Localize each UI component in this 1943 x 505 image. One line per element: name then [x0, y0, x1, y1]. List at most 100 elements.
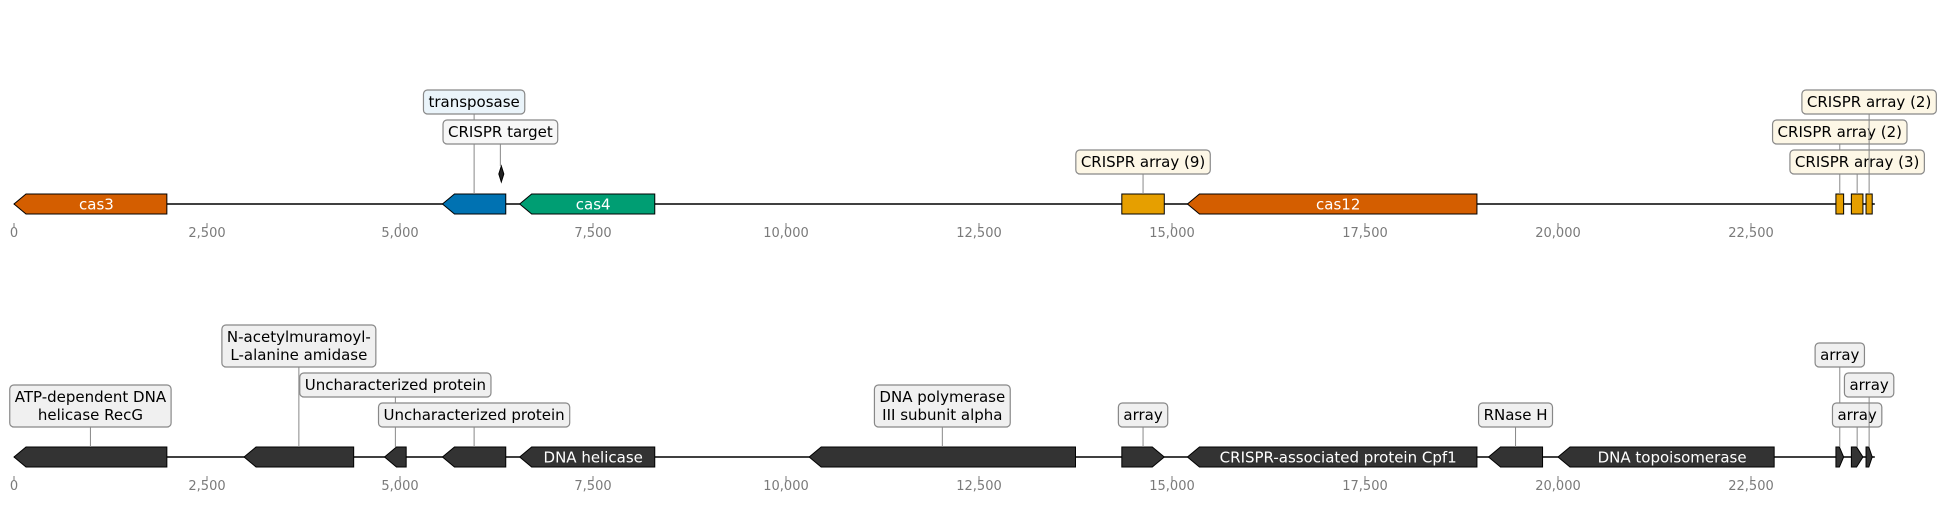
topoisomerase-gene[interactable]: DNA topoisomerase — [1557, 446, 1775, 468]
feature-shape[interactable] — [1835, 446, 1845, 468]
feature-label: array — [1820, 346, 1859, 364]
label-box — [377, 402, 571, 428]
rnase-h-gene[interactable]: RNase H — [1477, 402, 1554, 468]
feature-shape[interactable] — [13, 446, 168, 468]
feature-label-line: L-alanine amidase — [230, 346, 367, 364]
feature-label-line: ATP-dependent DNA — [15, 388, 167, 406]
feature-label: DNA helicase — [544, 449, 643, 467]
cas4-gene[interactable]: cas4 — [518, 193, 656, 215]
axis-tick-label: 15,000 — [1149, 226, 1195, 241]
feature-shape[interactable] — [1487, 446, 1544, 468]
feature-label: Uncharacterized protein — [384, 406, 565, 424]
feature-label: transposase — [428, 93, 519, 111]
feature-label: cas3 — [79, 196, 114, 214]
label-box — [442, 119, 559, 145]
label-box — [1814, 342, 1866, 368]
feature-label: array — [1123, 406, 1162, 424]
feature-label: ATP-dependent DNA helicase RecG — [15, 388, 167, 424]
feature-label: CRISPR-associated protein Cpf1 — [1220, 449, 1457, 467]
feature-shape[interactable] — [441, 193, 507, 215]
feature-shape[interactable] — [243, 446, 355, 468]
feature-label-line: helicase RecG — [38, 406, 143, 424]
feature-shape[interactable] — [1557, 446, 1775, 468]
label-box — [1843, 372, 1895, 398]
axis-tick-label: 10,000 — [763, 226, 809, 241]
axis-tick-label: 12,500 — [956, 226, 1002, 241]
feature-shape[interactable] — [1865, 193, 1873, 215]
feature-shape[interactable] — [1121, 193, 1165, 215]
label-box — [221, 324, 377, 368]
feature-shape[interactable] — [1186, 193, 1478, 215]
transposase-gene[interactable]: transposase — [422, 89, 526, 215]
axis-tick-label: 2,500 — [188, 226, 225, 241]
array-2[interactable]: array — [1814, 342, 1866, 468]
axis-tick-label: 15,000 — [1149, 479, 1195, 494]
feature-shape[interactable] — [1850, 193, 1864, 215]
feature-shape[interactable] — [808, 446, 1076, 468]
dna-helicase-gene[interactable]: DNA helicase — [518, 446, 656, 468]
label-box — [1117, 402, 1169, 428]
axis-tick-label: 12,500 — [956, 479, 1002, 494]
feature-label: CRISPR array (2) — [1807, 93, 1931, 111]
feature-shape[interactable] — [383, 446, 407, 468]
axis-tick-label: 7,500 — [574, 479, 611, 494]
label-box — [1801, 89, 1937, 115]
feature-shape[interactable] — [441, 446, 507, 468]
feature-shape[interactable] — [1121, 446, 1166, 468]
feature-label: DNA polymerase III subunit alpha — [879, 388, 1005, 424]
label-box — [873, 384, 1011, 428]
feature-label: array — [1849, 376, 1888, 394]
track-2: 0 2,500 5,000 7,500 10,000 12,500 15,000 17,500… — [9, 324, 1895, 494]
feature-label: CRISPR target — [448, 123, 553, 141]
recg-gene[interactable]: ATP-dependent DNA helicase RecG — [9, 384, 172, 468]
feature-label: DNA topoisomerase — [1598, 449, 1747, 467]
label-box — [422, 89, 526, 115]
crispr-array-9[interactable]: CRISPR array (9) — [1075, 149, 1211, 215]
amidase-gene[interactable]: N-acetylmuramoyl-L-alanine amidase — [221, 324, 377, 468]
feature-label-line: III subunit alpha — [882, 406, 1002, 424]
feature-shape[interactable] — [518, 446, 656, 468]
cas12-gene[interactable]: cas12 — [1186, 193, 1478, 215]
feature-label: CRISPR array (3) — [1795, 153, 1919, 171]
feature-label: N-acetylmuramoyl-L-alanine amidase — [227, 328, 371, 364]
feature-shape[interactable] — [13, 193, 168, 215]
array-1[interactable]: array — [1117, 402, 1169, 468]
feature-label: cas4 — [576, 196, 611, 214]
axis-tick-label: 22,500 — [1728, 226, 1774, 241]
cpf1-gene[interactable]: CRISPR-associated protein Cpf1 — [1186, 446, 1478, 468]
axis-tick-label: 0 — [10, 479, 18, 494]
crispr-array-2b[interactable]: CRISPR array (2) — [1801, 89, 1937, 215]
axis-tick-label: 5,000 — [381, 226, 418, 241]
array-4[interactable]: array — [1843, 372, 1895, 468]
feature-label-line: DNA polymerase — [879, 388, 1005, 406]
axis-tick-label: 20,000 — [1535, 226, 1581, 241]
axis-tick-label: 2,500 — [188, 479, 225, 494]
label-box — [299, 372, 492, 398]
feature-shape[interactable] — [1835, 193, 1845, 215]
feature-label: Uncharacterized protein — [305, 376, 486, 394]
feature-shape[interactable] — [1850, 446, 1864, 468]
feature-shape[interactable] — [498, 164, 505, 184]
uncharacterized-protein-1[interactable]: Uncharacterized protein — [299, 372, 492, 468]
label-box — [1477, 402, 1554, 428]
track-1: 0 2,500 5,000 7,500 10,000 12,500 15,000 17,500… — [10, 89, 1937, 241]
axis-tick-label: 17,500 — [1342, 226, 1388, 241]
feature-shape[interactable] — [1186, 446, 1478, 468]
crispr-target-site[interactable]: CRISPR target — [442, 119, 559, 184]
axis-tick-label: 7,500 — [574, 226, 611, 241]
label-box — [9, 384, 172, 428]
feature-label: CRISPR array (9) — [1081, 153, 1205, 171]
feature-label: CRISPR array (2) — [1778, 123, 1902, 141]
label-box — [1075, 149, 1211, 175]
axis-tick-label: 0 — [10, 226, 18, 241]
dna-pol3-alpha-gene[interactable]: DNA polymerase III subunit alpha — [808, 384, 1076, 468]
uncharacterized-protein-2[interactable]: Uncharacterized protein — [377, 402, 571, 468]
axis-tick-label: 22,500 — [1728, 479, 1774, 494]
crispr-array-2a[interactable]: CRISPR array (2) — [1771, 119, 1908, 215]
feature-shape[interactable] — [518, 193, 656, 215]
feature-shape[interactable] — [1865, 446, 1873, 468]
crispr-array-3[interactable]: CRISPR array (3) — [1789, 149, 1925, 215]
cas3-gene[interactable]: cas3 — [13, 193, 168, 215]
axis-tick-label: 5,000 — [381, 479, 418, 494]
